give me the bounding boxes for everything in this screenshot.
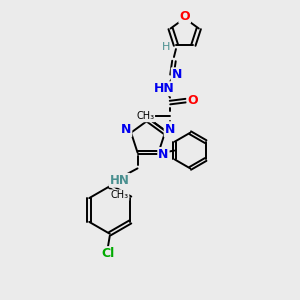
Text: HN: HN xyxy=(110,174,130,187)
Text: CH₃: CH₃ xyxy=(136,111,154,122)
Text: O: O xyxy=(179,10,190,23)
Text: H: H xyxy=(162,42,170,52)
Text: HN: HN xyxy=(154,82,174,95)
Text: N: N xyxy=(172,68,182,81)
Text: S: S xyxy=(165,122,175,136)
Text: O: O xyxy=(188,94,198,107)
Text: N: N xyxy=(158,148,169,161)
Text: N: N xyxy=(121,123,131,136)
Text: N: N xyxy=(165,123,175,136)
Text: Cl: Cl xyxy=(101,247,114,260)
Text: CH₃: CH₃ xyxy=(110,190,129,200)
